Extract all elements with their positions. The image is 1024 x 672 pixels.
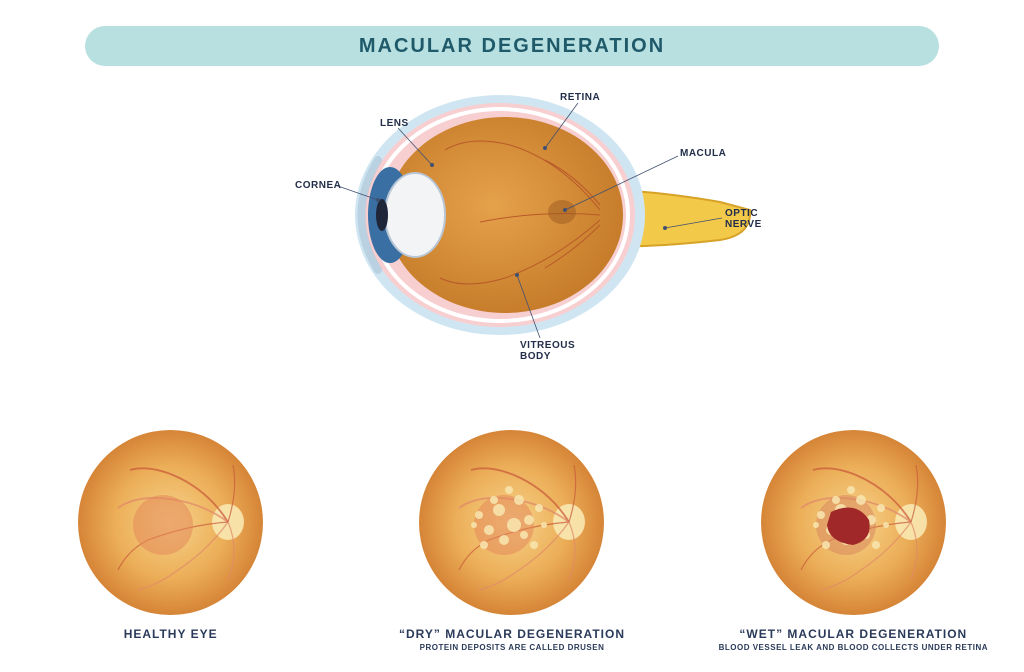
panel-wet: “WET” MACULAR DEGENERATION BLOOD VESSEL L… bbox=[703, 430, 1003, 652]
macula-spot bbox=[548, 200, 576, 224]
label-optic: OPTIC NERVE bbox=[725, 208, 762, 230]
caption-subtitle: BLOOD VESSEL LEAK AND BLOOD COLLECTS UND… bbox=[719, 643, 988, 652]
caption-title: HEALTHY EYE bbox=[124, 627, 218, 641]
lens bbox=[385, 173, 445, 257]
pupil bbox=[376, 199, 388, 231]
label-vitreous: VITREOUS BODY bbox=[520, 340, 575, 362]
caption-subtitle: PROTEIN DEPOSITS ARE CALLED DRUSEN bbox=[399, 643, 625, 652]
fundus-healthy bbox=[78, 430, 263, 615]
label-cornea: CORNEA bbox=[295, 180, 341, 191]
label-retina: RETINA bbox=[560, 92, 600, 103]
panel-dry: “DRY” MACULAR DEGENERATION PROTEIN DEPOSI… bbox=[362, 430, 662, 652]
fundus-panels: HEALTHY EYE “DRY” MACULAR DEGENERATION PRO… bbox=[0, 430, 1024, 652]
label-macula: MACULA bbox=[680, 148, 726, 159]
caption-dry: “DRY” MACULAR DEGENERATION PROTEIN DEPOSI… bbox=[399, 627, 625, 652]
label-lens: LENS bbox=[380, 118, 409, 129]
caption-title: “DRY” MACULAR DEGENERATION bbox=[399, 627, 625, 641]
caption-title: “WET” MACULAR DEGENERATION bbox=[719, 627, 988, 641]
fundus-dry bbox=[419, 430, 604, 615]
caption-healthy: HEALTHY EYE bbox=[124, 627, 218, 641]
eye-anatomy-diagram bbox=[0, 0, 1024, 400]
panel-healthy: HEALTHY EYE bbox=[21, 430, 321, 652]
fundus-wet bbox=[761, 430, 946, 615]
caption-wet: “WET” MACULAR DEGENERATION BLOOD VESSEL L… bbox=[719, 627, 988, 652]
